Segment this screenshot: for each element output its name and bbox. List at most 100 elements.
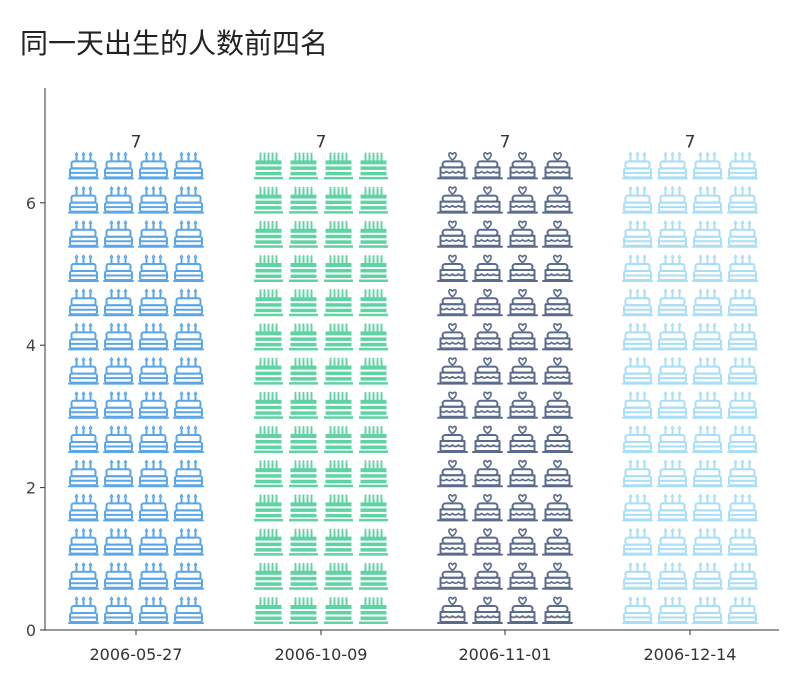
birthday-cake-candles-icon	[692, 391, 723, 419]
striped-cake-icon	[359, 494, 388, 522]
birthday-cake-candles-icon	[622, 596, 653, 624]
heart-topped-cake-icon	[542, 152, 573, 180]
data-label: 7	[131, 133, 142, 153]
birthday-cake-candles-icon	[622, 220, 653, 248]
birthday-cake-candles-icon	[727, 186, 758, 214]
striped-cake-icon	[289, 289, 318, 317]
heart-topped-cake-icon	[472, 425, 503, 453]
birthday-cake-candles-icon	[692, 254, 723, 282]
striped-cake-icon	[254, 562, 283, 590]
striped-cake-icon	[324, 597, 353, 624]
heart-topped-cake-icon	[542, 323, 573, 351]
striped-cake-icon	[359, 186, 388, 214]
birthday-cake-candles-icon	[622, 562, 653, 590]
striped-cake-icon	[254, 255, 283, 282]
birthday-cake-candles-icon	[103, 596, 134, 624]
heart-topped-cake-icon	[542, 186, 573, 214]
birthday-cake-candles-icon	[727, 528, 758, 556]
birthday-cake-candles-icon	[138, 220, 169, 248]
striped-cake-icon	[289, 323, 318, 351]
birthday-cake-candles-icon	[657, 220, 688, 248]
heart-topped-cake-icon	[542, 528, 573, 556]
striped-cake-icon	[254, 460, 283, 488]
heart-topped-cake-icon	[437, 186, 468, 214]
birthday-cake-candles-icon	[622, 425, 653, 453]
birthday-cake-candles-icon	[622, 254, 653, 282]
striped-cake-icon	[359, 152, 388, 180]
birthday-cake-candles-icon	[622, 186, 653, 214]
striped-cake-icon	[359, 289, 388, 317]
birthday-cake-candles-icon	[692, 186, 723, 214]
birthday-cake-candles-icon	[622, 288, 653, 317]
heart-topped-cake-icon	[472, 288, 503, 317]
birthday-cake-candles-icon	[173, 459, 204, 488]
heart-topped-cake-icon	[472, 220, 503, 248]
birthday-cake-candles-icon	[173, 186, 204, 214]
birthday-cake-candles-icon	[68, 459, 99, 488]
striped-cake-icon	[324, 460, 353, 488]
heart-topped-cake-icon	[472, 391, 503, 419]
y-tick-label: 0	[26, 621, 36, 640]
birthday-cake-candles-icon	[692, 357, 723, 385]
striped-cake-icon	[324, 562, 353, 590]
heart-topped-cake-icon	[472, 254, 503, 282]
heart-topped-cake-icon	[507, 288, 538, 317]
heart-topped-cake-icon	[507, 391, 538, 419]
birthday-cake-candles-icon	[138, 459, 169, 488]
heart-topped-cake-icon	[542, 596, 573, 624]
heart-topped-cake-icon	[437, 288, 468, 317]
birthday-cake-candles-icon	[68, 528, 99, 556]
birthday-cake-candles-icon	[173, 322, 204, 351]
striped-cake-icon	[289, 426, 318, 453]
data-label: 7	[316, 133, 327, 153]
birthday-cake-candles-icon	[138, 493, 169, 522]
birthday-cake-candles-icon	[68, 254, 99, 282]
striped-cake-icon	[254, 528, 283, 556]
birthday-cake-candles-icon	[657, 391, 688, 419]
birthday-cake-candles-icon	[727, 322, 758, 351]
striped-cake-icon	[324, 426, 353, 453]
heart-topped-cake-icon	[542, 220, 573, 248]
heart-topped-cake-icon	[437, 220, 468, 248]
striped-cake-icon	[324, 255, 353, 282]
heart-topped-cake-icon	[542, 494, 573, 522]
birthday-cake-candles-icon	[68, 391, 99, 419]
y-tick-label: 6	[26, 194, 36, 213]
birthday-cake-candles-icon	[622, 493, 653, 522]
birthday-cake-candles-icon	[103, 254, 134, 282]
heart-topped-cake-icon	[542, 459, 573, 488]
birthday-cake-candles-icon	[727, 220, 758, 248]
heart-topped-cake-icon	[437, 425, 468, 453]
birthday-cake-candles-icon	[727, 459, 758, 488]
heart-topped-cake-icon	[507, 459, 538, 488]
birthday-cake-candles-icon	[68, 288, 99, 317]
birthday-cake-candles-icon	[657, 357, 688, 385]
x-tick-label: 2006-11-01	[459, 645, 552, 664]
birthday-cake-candles-icon	[173, 391, 204, 419]
heart-topped-cake-icon	[437, 596, 468, 624]
striped-cake-icon	[289, 460, 318, 488]
birthday-cake-candles-icon	[103, 220, 134, 248]
birthday-cake-candles-icon	[657, 493, 688, 522]
birthday-cake-candles-icon	[622, 322, 653, 351]
birthday-cake-candles-icon	[657, 288, 688, 317]
birthday-cake-candles-icon	[103, 357, 134, 385]
birthday-cake-candles-icon	[103, 322, 134, 351]
birthday-cake-candles-icon	[173, 151, 204, 180]
heart-topped-cake-icon	[507, 186, 538, 214]
heart-topped-cake-icon	[507, 254, 538, 282]
striped-cake-icon	[359, 255, 388, 282]
heart-topped-cake-icon	[507, 357, 538, 385]
chart-title: 同一天出生的人数前四名	[20, 27, 329, 60]
striped-cake-icon	[289, 357, 318, 385]
heart-topped-cake-icon	[472, 459, 503, 488]
birthday-cake-candles-icon	[692, 596, 723, 624]
heart-topped-cake-icon	[542, 425, 573, 453]
striped-cake-icon	[359, 597, 388, 624]
heart-topped-cake-icon	[542, 357, 573, 385]
heart-topped-cake-icon	[472, 596, 503, 624]
heart-topped-cake-icon	[507, 596, 538, 624]
birthday-cake-candles-icon	[727, 357, 758, 385]
birthday-cake-candles-icon	[103, 425, 134, 453]
heart-topped-cake-icon	[437, 152, 468, 180]
